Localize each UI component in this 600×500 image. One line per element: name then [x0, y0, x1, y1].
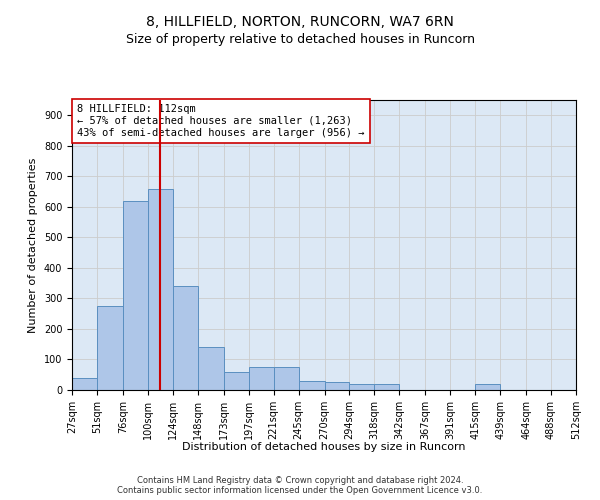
Bar	[325, 382, 349, 390]
Text: 8 HILLFIELD: 112sqm
← 57% of detached houses are smaller (1,263)
43% of semi-det: 8 HILLFIELD: 112sqm ← 57% of detached ho…	[77, 104, 365, 138]
Bar	[97, 306, 123, 390]
Text: Distribution of detached houses by size in Runcorn: Distribution of detached houses by size …	[182, 442, 466, 452]
Bar	[374, 384, 400, 390]
Bar	[349, 384, 374, 390]
Bar	[274, 367, 299, 390]
Bar	[224, 372, 248, 390]
Text: Size of property relative to detached houses in Runcorn: Size of property relative to detached ho…	[125, 32, 475, 46]
Bar	[248, 367, 274, 390]
Y-axis label: Number of detached properties: Number of detached properties	[28, 158, 38, 332]
Bar	[475, 384, 500, 390]
Text: 8, HILLFIELD, NORTON, RUNCORN, WA7 6RN: 8, HILLFIELD, NORTON, RUNCORN, WA7 6RN	[146, 15, 454, 29]
Bar	[299, 381, 325, 390]
Bar	[148, 188, 173, 390]
Bar	[173, 286, 198, 390]
Bar	[198, 348, 224, 390]
Bar	[123, 200, 148, 390]
Text: Contains HM Land Registry data © Crown copyright and database right 2024.
Contai: Contains HM Land Registry data © Crown c…	[118, 476, 482, 495]
Bar	[72, 378, 97, 390]
